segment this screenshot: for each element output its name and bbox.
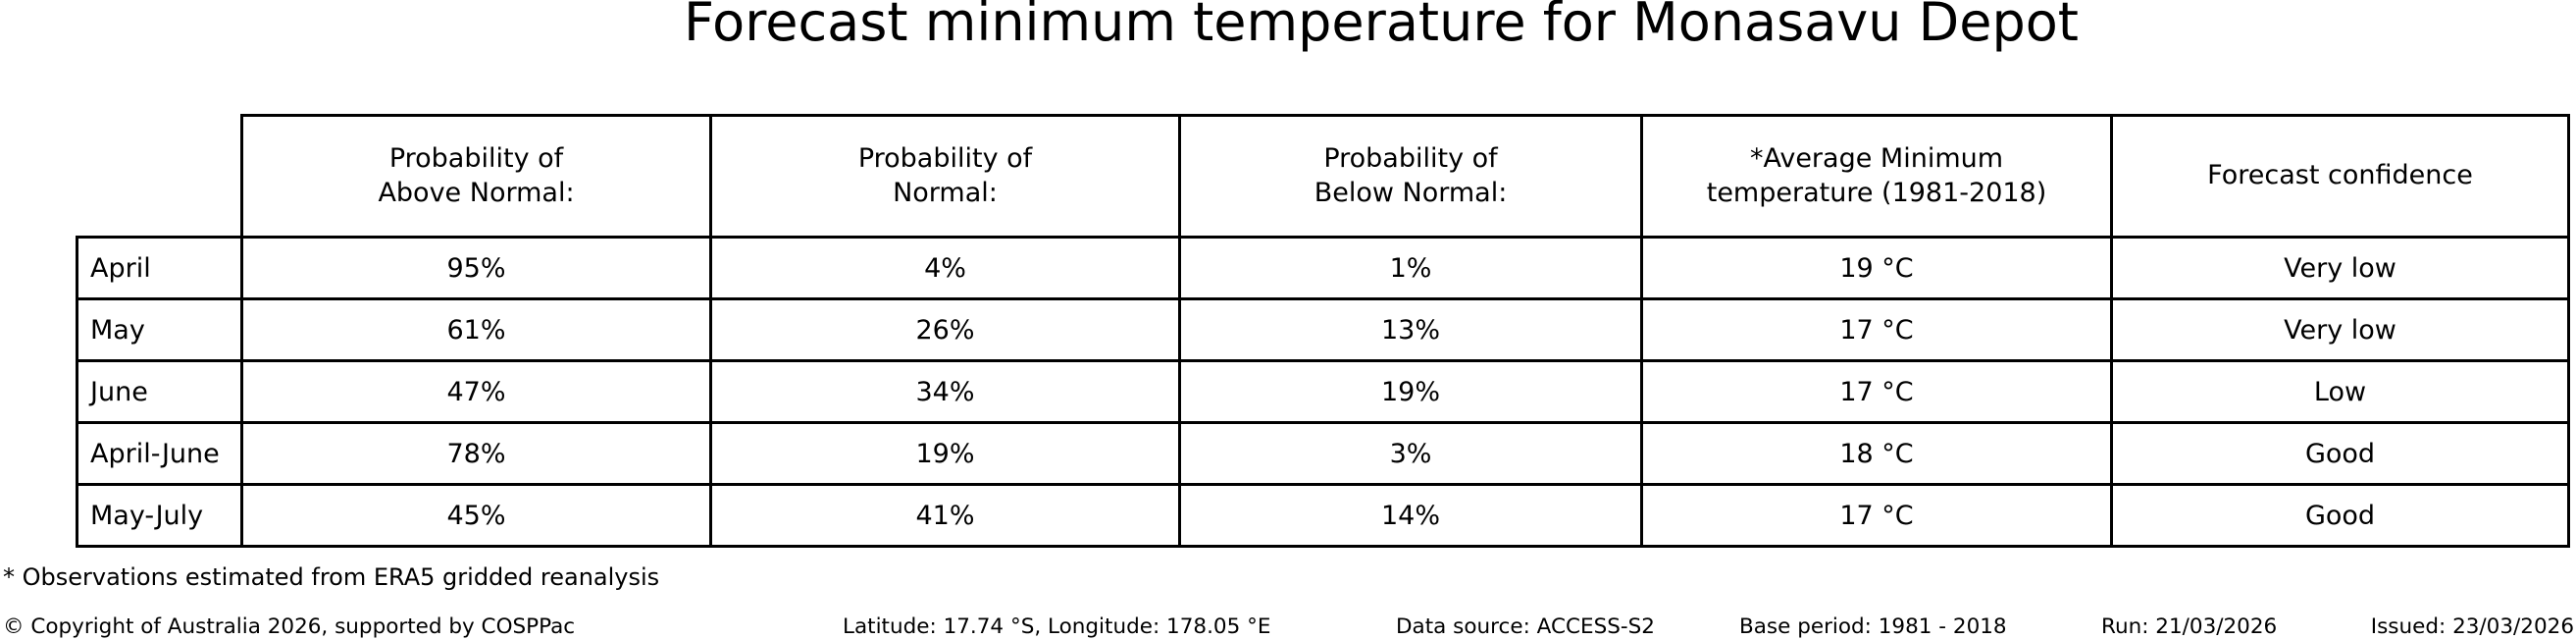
average-minimum-cell: 18 °C (1640, 421, 2113, 486)
base-period-text: Base period: 1981 - 2018 (1739, 614, 2007, 639)
period-cell: May-July (76, 483, 243, 548)
period-cell: April-June (76, 421, 243, 486)
above-normal-cell: 47% (240, 359, 712, 424)
confidence-cell: Good (2110, 483, 2570, 548)
average-minimum-cell: 17 °C (1640, 483, 2113, 548)
normal-cell: 19% (709, 421, 1181, 486)
column-header-average-minimum: *Average Minimum temperature (1981-2018) (1640, 114, 2113, 239)
normal-cell: 4% (709, 236, 1181, 300)
below-normal-cell: 1% (1178, 236, 1643, 300)
period-cell: April (76, 236, 243, 300)
confidence-cell: Very low (2110, 236, 2570, 300)
confidence-cell: Low (2110, 359, 2570, 424)
normal-cell: 34% (709, 359, 1181, 424)
table-row-may: May 61% 26% 13% 17 °C Very low (76, 297, 2570, 362)
table-row-april-june: April-June 78% 19% 3% 18 °C Good (76, 421, 2570, 486)
run-date-text: Run: 21/03/2026 (2101, 614, 2278, 639)
header-line: Forecast confidence (2207, 160, 2473, 191)
header-line: Probability of (857, 143, 1033, 175)
issued-date-text: Issued: 23/03/2026 (2370, 614, 2574, 639)
header-line: *Average Minimum (1749, 143, 2004, 175)
table-header-row: Probability of Above Normal: Probability… (77, 114, 2570, 239)
forecast-table: Probability of Above Normal: Probability… (76, 114, 2570, 548)
header-line: Normal: (893, 177, 998, 208)
header-line: Probability of (388, 143, 564, 175)
table-row-april: April 95% 4% 1% 19 °C Very low (76, 236, 2570, 300)
column-header-below-normal: Probability of Below Normal: (1178, 114, 1643, 239)
above-normal-cell: 61% (240, 297, 712, 362)
column-header-forecast-confidence: Forecast confidence (2110, 114, 2570, 239)
header-line: Probability of (1323, 143, 1498, 175)
table-row-june: June 47% 34% 19% 17 °C Low (76, 359, 2570, 424)
above-normal-cell: 95% (240, 236, 712, 300)
data-source-text: Data source: ACCESS-S2 (1396, 614, 1655, 639)
below-normal-cell: 13% (1178, 297, 1643, 362)
column-header-normal: Probability of Normal: (709, 114, 1181, 239)
header-line: temperature (1981-2018) (1706, 177, 2047, 208)
column-header-above-normal: Probability of Above Normal: (240, 114, 712, 239)
normal-cell: 26% (709, 297, 1181, 362)
below-normal-cell: 19% (1178, 359, 1643, 424)
average-minimum-cell: 17 °C (1640, 359, 2113, 424)
observations-footnote: * Observations estimated from ERA5 gridd… (3, 563, 660, 591)
confidence-cell: Very low (2110, 297, 2570, 362)
confidence-cell: Good (2110, 421, 2570, 486)
period-cell: June (76, 359, 243, 424)
page-title: Forecast minimum temperature for Monasav… (684, 0, 2079, 53)
below-normal-cell: 14% (1178, 483, 1643, 548)
below-normal-cell: 3% (1178, 421, 1643, 486)
average-minimum-cell: 17 °C (1640, 297, 2113, 362)
average-minimum-cell: 19 °C (1640, 236, 2113, 300)
normal-cell: 41% (709, 483, 1181, 548)
header-line: Below Normal: (1314, 177, 1508, 208)
copyright-text: © Copyright of Australia 2026, supported… (3, 614, 576, 639)
table-row-may-july: May-July 45% 41% 14% 17 °C Good (76, 483, 2570, 548)
blank-corner-cell (77, 115, 243, 239)
period-cell: May (76, 297, 243, 362)
header-line: Above Normal: (378, 177, 575, 208)
above-normal-cell: 78% (240, 421, 712, 486)
above-normal-cell: 45% (240, 483, 712, 548)
location-text: Latitude: 17.74 °S, Longitude: 178.05 °E (843, 614, 1271, 639)
